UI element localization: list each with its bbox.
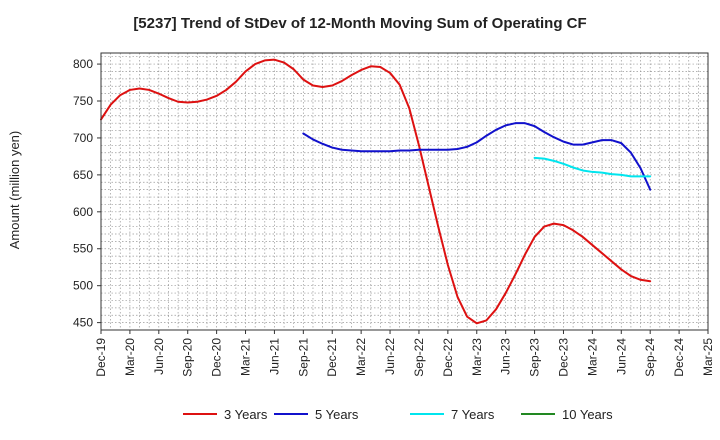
x-axis-ticks: Dec-19 Mar-20 Jun-20 Sep-20 Dec-20 Mar-21 Jun-… xyxy=(94,330,715,377)
x-tick-label: Mar-21 xyxy=(239,338,253,376)
legend: 3 Years 5 Years 7 Years 10 Years xyxy=(183,407,613,422)
series-line-3-years xyxy=(100,58,652,325)
x-tick-label: Mar-24 xyxy=(585,338,599,376)
legend-label-5-years: 5 Years xyxy=(315,407,359,422)
legend-label-10-years: 10 Years xyxy=(562,407,613,422)
series-line-7-years xyxy=(533,156,652,178)
y-tick-label: 650 xyxy=(73,168,93,182)
grid xyxy=(100,53,709,330)
y-tick-label: 800 xyxy=(73,57,93,71)
x-tick-label: Sep-24 xyxy=(643,338,657,377)
x-tick-label: Dec-24 xyxy=(672,338,686,377)
x-tick-label: Sep-20 xyxy=(181,338,195,377)
series-lines xyxy=(100,58,652,325)
x-tick-label: Mar-23 xyxy=(470,338,484,376)
series-line-5-years xyxy=(302,122,652,191)
x-tick-label: Sep-21 xyxy=(296,338,310,377)
y-tick-label: 700 xyxy=(73,131,93,145)
y-axis-ticks: 450 500 550 600 650 700 750 800 xyxy=(73,57,101,330)
y-axis-label: Amount (million yen) xyxy=(7,131,22,250)
y-tick-label: 500 xyxy=(73,279,93,293)
x-tick-label: Jun-22 xyxy=(383,338,397,375)
legend-label-3-years: 3 Years xyxy=(224,407,268,422)
x-tick-label: Mar-20 xyxy=(123,338,137,376)
x-tick-label: Sep-22 xyxy=(412,338,426,377)
y-tick-label: 550 xyxy=(73,242,93,256)
x-tick-label: Jun-23 xyxy=(499,338,513,375)
x-tick-label: Dec-23 xyxy=(556,338,570,377)
x-tick-label: Jun-24 xyxy=(614,338,628,375)
x-tick-label: Mar-22 xyxy=(354,338,368,376)
chart-title: [5237] Trend of StDev of 12-Month Moving… xyxy=(133,15,586,32)
x-tick-label: Dec-22 xyxy=(441,338,455,377)
x-tick-label: Dec-21 xyxy=(325,338,339,377)
plot-frame xyxy=(100,52,709,331)
x-tick-label: Mar-25 xyxy=(701,338,715,376)
x-tick-label: Sep-23 xyxy=(528,338,542,377)
y-tick-label: 450 xyxy=(73,316,93,330)
y-tick-label: 600 xyxy=(73,205,93,219)
legend-label-7-years: 7 Years xyxy=(451,407,495,422)
x-tick-label: Jun-20 xyxy=(152,338,166,375)
x-tick-label: Dec-19 xyxy=(94,338,108,377)
x-tick-label: Dec-20 xyxy=(210,338,224,377)
y-tick-label: 750 xyxy=(73,94,93,108)
x-tick-label: Jun-21 xyxy=(267,338,281,375)
